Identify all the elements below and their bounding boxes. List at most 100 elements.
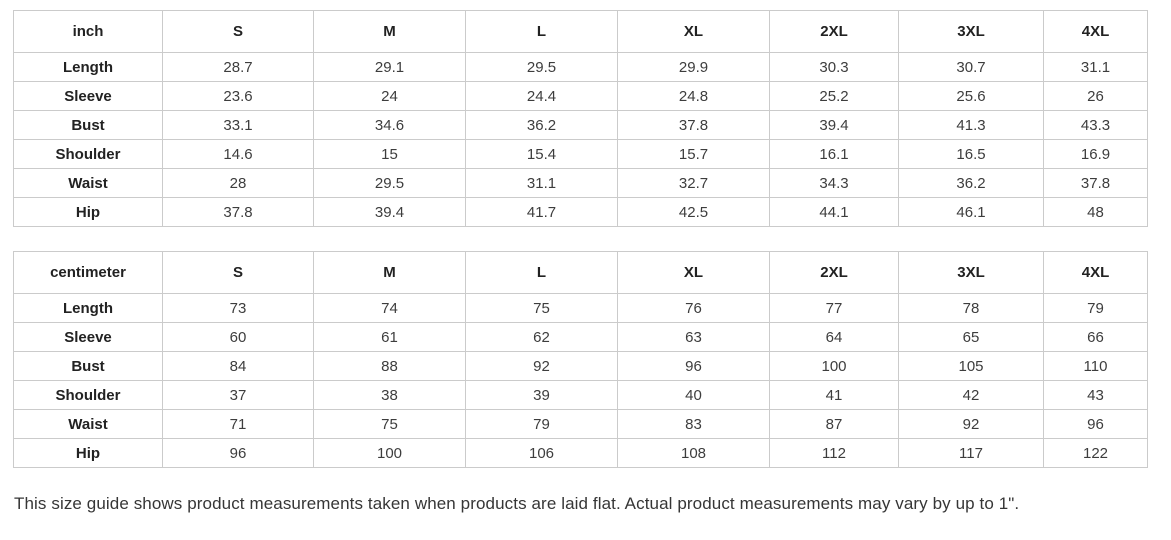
measurement-value-cell: 33.1 [162,110,314,140]
measurement-row: Length 28.7 29.1 29.5 29.9 30.3 30.7 31.1 [13,52,1148,82]
measurement-value-cell: 100 [769,351,899,381]
size-header-cell: L [465,251,618,294]
measurement-label: Shoulder [13,380,163,410]
measurement-value-cell: 83 [617,409,770,439]
measurement-value-cell: 96 [162,438,314,468]
measurement-value-cell: 36.2 [898,168,1044,198]
measurement-value-cell: 44.1 [769,197,899,227]
measurement-value-cell: 48 [1043,197,1148,227]
measurement-value-cell: 34.6 [313,110,466,140]
measurement-value-cell: 30.7 [898,52,1044,82]
size-header-cell: 2XL [769,251,899,294]
measurement-value-cell: 15.7 [617,139,770,169]
measurement-label: Waist [13,409,163,439]
measurement-value-cell: 64 [769,322,899,352]
measurement-row: Length 73 74 75 76 77 78 79 [13,293,1148,323]
measurement-row: Hip 37.8 39.4 41.7 42.5 44.1 46.1 48 [13,197,1148,227]
unit-header-cell: inch [13,10,163,53]
measurement-value-cell: 29.5 [465,52,618,82]
measurement-value-cell: 37.8 [617,110,770,140]
measurement-value-cell: 88 [313,351,466,381]
measurement-label: Hip [13,197,163,227]
size-header-cell: L [465,10,618,53]
measurement-value-cell: 84 [162,351,314,381]
measurement-value-cell: 76 [617,293,770,323]
measurement-value-cell: 37.8 [162,197,314,227]
measurement-row: Shoulder 14.6 15 15.4 15.7 16.1 16.5 16.9 [13,139,1148,169]
measurement-value-cell: 16.1 [769,139,899,169]
size-guide-note: This size guide shows product measuremen… [14,494,1020,513]
measurement-value-cell: 38 [313,380,466,410]
measurement-value-cell: 96 [1043,409,1148,439]
measurement-value-cell: 63 [617,322,770,352]
measurement-value-cell: 16.9 [1043,139,1148,169]
size-header-cell: 3XL [898,10,1044,53]
measurement-value-cell: 30.3 [769,52,899,82]
measurement-value-cell: 74 [313,293,466,323]
measurement-value-cell: 25.2 [769,81,899,111]
measurement-value-cell: 92 [898,409,1044,439]
measurement-row: Waist 28 29.5 31.1 32.7 34.3 36.2 37.8 [13,168,1148,198]
measurement-value-cell: 32.7 [617,168,770,198]
measurement-value-cell: 23.6 [162,81,314,111]
measurement-value-cell: 106 [465,438,618,468]
measurement-value-cell: 29.9 [617,52,770,82]
measurement-value-cell: 75 [313,409,466,439]
measurement-value-cell: 28 [162,168,314,198]
measurement-value-cell: 117 [898,438,1044,468]
measurement-value-cell: 122 [1043,438,1148,468]
size-header-row: centimeter S M L XL 2XL 3XL 4XL [13,251,1148,294]
measurement-value-cell: 79 [465,409,618,439]
measurement-value-cell: 61 [313,322,466,352]
measurement-value-cell: 37 [162,380,314,410]
measurement-row: Waist 71 75 79 83 87 92 96 [13,409,1148,439]
size-header-cell: XL [617,10,770,53]
size-header-cell: M [313,10,466,53]
measurement-label: Sleeve [13,322,163,352]
measurement-value-cell: 65 [898,322,1044,352]
measurement-row: Hip 96 100 106 108 112 117 122 [13,438,1148,468]
measurement-value-cell: 42 [898,380,1044,410]
measurement-value-cell: 34.3 [769,168,899,198]
size-header-cell: S [162,251,314,294]
measurement-value-cell: 14.6 [162,139,314,169]
measurement-label: Hip [13,438,163,468]
measurement-value-cell: 28.7 [162,52,314,82]
measurement-value-cell: 41 [769,380,899,410]
size-header-cell: 2XL [769,10,899,53]
measurement-row: Sleeve 60 61 62 63 64 65 66 [13,322,1148,352]
measurement-value-cell: 39.4 [313,197,466,227]
measurement-value-cell: 36.2 [465,110,618,140]
measurement-row: Bust 84 88 92 96 100 105 110 [13,351,1148,381]
measurement-value-cell: 75 [465,293,618,323]
measurement-row: Bust 33.1 34.6 36.2 37.8 39.4 41.3 43.3 [13,110,1148,140]
measurement-value-cell: 46.1 [898,197,1044,227]
measurement-value-cell: 43.3 [1043,110,1148,140]
measurement-value-cell: 92 [465,351,618,381]
size-header-cell: XL [617,251,770,294]
measurement-value-cell: 77 [769,293,899,323]
measurement-value-cell: 41.3 [898,110,1044,140]
size-header-cell: S [162,10,314,53]
measurement-row: Shoulder 37 38 39 40 41 42 43 [13,380,1148,410]
measurement-value-cell: 73 [162,293,314,323]
measurement-value-cell: 29.5 [313,168,466,198]
measurement-value-cell: 100 [313,438,466,468]
measurement-value-cell: 15.4 [465,139,618,169]
measurement-label: Sleeve [13,81,163,111]
size-header-cell: 4XL [1043,10,1148,53]
measurement-value-cell: 78 [898,293,1044,323]
size-header-row: inch S M L XL 2XL 3XL 4XL [13,10,1148,53]
measurement-value-cell: 60 [162,322,314,352]
measurement-label: Waist [13,168,163,198]
measurement-value-cell: 42.5 [617,197,770,227]
size-guide-page: inch S M L XL 2XL 3XL 4XL Length 28.7 29.1 29.5 29.9… [0,10,1171,540]
size-header-cell: 3XL [898,251,1044,294]
measurement-label: Bust [13,110,163,140]
measurement-value-cell: 24.4 [465,81,618,111]
measurement-value-cell: 112 [769,438,899,468]
measurement-value-cell: 15 [313,139,466,169]
measurement-value-cell: 40 [617,380,770,410]
measurement-value-cell: 31.1 [1043,52,1148,82]
measurement-value-cell: 87 [769,409,899,439]
